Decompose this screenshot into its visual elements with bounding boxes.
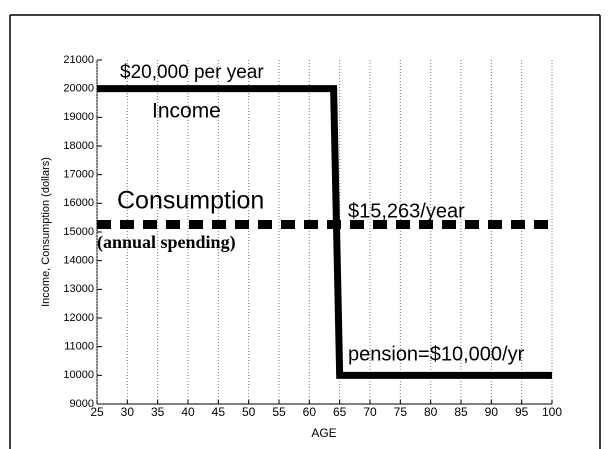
x-tick-label: 75 xyxy=(394,405,408,419)
y-tick-label: 14000 xyxy=(63,255,94,267)
y-tick-label: 12000 xyxy=(63,312,94,324)
y-tick-label: 13000 xyxy=(63,283,94,295)
y-tick-label: 15000 xyxy=(63,226,94,238)
x-tick-label: 55 xyxy=(272,405,286,419)
annotation: $20,000 per year xyxy=(120,62,264,83)
x-axis-label: AGE xyxy=(311,426,336,440)
x-tick-label: 35 xyxy=(151,405,165,419)
y-tick-label: 19000 xyxy=(63,111,94,123)
x-tick-label: 65 xyxy=(333,405,347,419)
y-tick-label: 11000 xyxy=(64,341,94,353)
x-tick-label: 45 xyxy=(212,405,226,419)
annotation: (annual spending) xyxy=(97,232,236,253)
x-tick-label: 40 xyxy=(181,405,195,419)
y-tick-label: 17000 xyxy=(63,169,94,181)
annotation: Consumption xyxy=(117,187,264,215)
x-tick-label: 30 xyxy=(121,405,135,419)
annotation: $15,263/year xyxy=(348,200,465,222)
x-tick-label: 60 xyxy=(303,405,317,419)
x-tick-label: 85 xyxy=(454,405,468,419)
y-tick-label: 20000 xyxy=(63,83,94,95)
y-tick-label: 18000 xyxy=(63,140,94,152)
y-tick-label: 9000 xyxy=(70,398,94,410)
x-tick-label: 70 xyxy=(363,405,377,419)
y-tick-label: 21000 xyxy=(63,54,94,66)
x-tick-label: 50 xyxy=(242,405,256,419)
annotation: pension=$10,000/yr xyxy=(348,343,525,365)
y-tick-label: 16000 xyxy=(63,197,94,209)
x-tick-label: 90 xyxy=(485,405,499,419)
annotation: Income xyxy=(152,100,221,123)
x-tick-label: 100 xyxy=(542,405,562,419)
x-tick-label: 25 xyxy=(90,405,104,419)
income-line xyxy=(97,85,552,379)
y-axis-label: Income, Consumption (dollars) xyxy=(40,157,52,307)
x-tick-label: 95 xyxy=(515,405,529,419)
x-tick-label: 80 xyxy=(424,405,438,419)
y-tick-label: 10000 xyxy=(63,369,94,381)
